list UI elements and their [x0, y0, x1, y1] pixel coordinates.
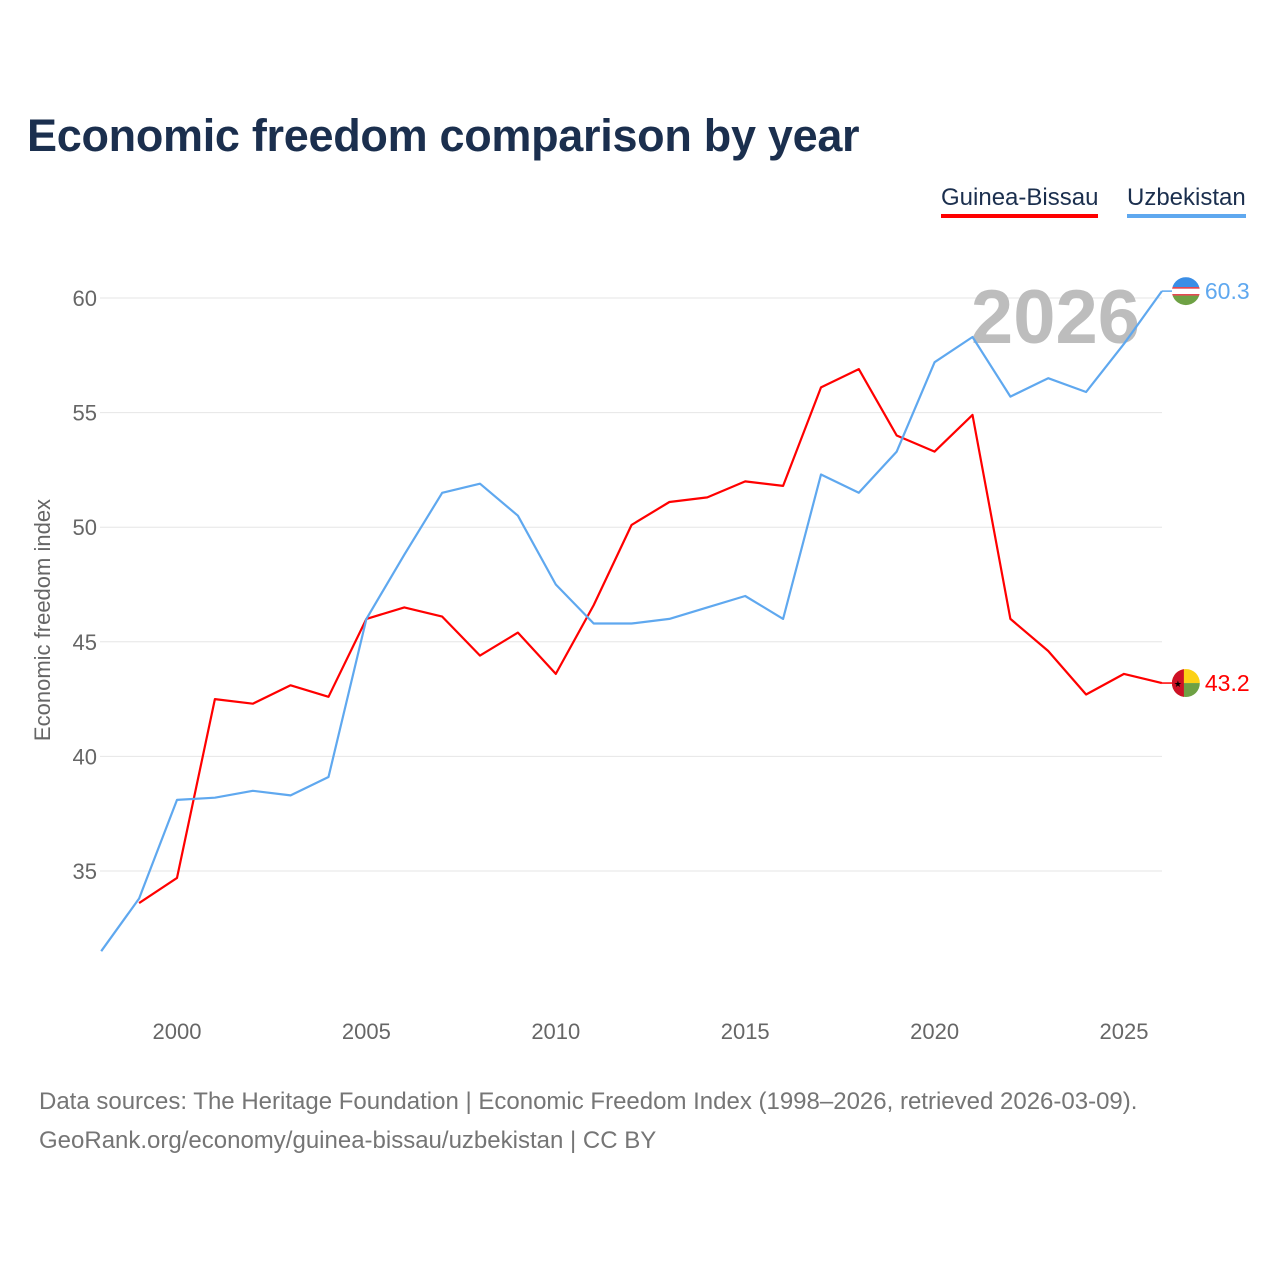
- data-point[interactable]: [967, 410, 977, 420]
- data-point[interactable]: [778, 614, 788, 624]
- uzbekistan-flag-icon: [1171, 277, 1200, 306]
- x-tick-label: 2000: [153, 1019, 202, 1044]
- data-point[interactable]: [816, 469, 826, 479]
- x-tick-label: 2020: [910, 1019, 959, 1044]
- data-point[interactable]: [1081, 690, 1091, 700]
- data-point[interactable]: [664, 614, 674, 624]
- data-point[interactable]: [854, 364, 864, 374]
- data-point[interactable]: [399, 550, 409, 560]
- data-point[interactable]: [589, 600, 599, 610]
- data-point[interactable]: [627, 520, 637, 530]
- data-point[interactable]: [740, 591, 750, 601]
- data-point[interactable]: [589, 618, 599, 628]
- data-point[interactable]: [892, 447, 902, 457]
- data-point[interactable]: [475, 651, 485, 661]
- data-point[interactable]: [437, 612, 447, 622]
- series-line-guinea-bissau: [138, 368, 1163, 905]
- data-point[interactable]: [172, 873, 182, 883]
- data-point[interactable]: [172, 795, 182, 805]
- data-point[interactable]: [967, 332, 977, 342]
- data-point[interactable]: [1005, 614, 1015, 624]
- end-value-label: 60.3: [1205, 278, 1250, 304]
- y-tick-label: 55: [73, 401, 97, 426]
- end-value-label: 43.2: [1205, 670, 1250, 696]
- x-tick-label: 2025: [1100, 1019, 1149, 1044]
- data-point[interactable]: [930, 357, 940, 367]
- footer-url: GeoRank.org/economy/guinea-bissau/uzbeki…: [39, 1127, 657, 1154]
- data-point[interactable]: [702, 492, 712, 502]
- x-tick-label: 2015: [721, 1019, 770, 1044]
- data-point[interactable]: [210, 694, 220, 704]
- data-point[interactable]: [930, 447, 940, 457]
- data-point[interactable]: [361, 614, 371, 624]
- svg-text:★: ★: [1174, 679, 1182, 689]
- data-point[interactable]: [892, 431, 902, 441]
- data-point[interactable]: [96, 946, 106, 956]
- data-point[interactable]: [1081, 387, 1091, 397]
- data-point[interactable]: [210, 793, 220, 803]
- data-point[interactable]: [627, 618, 637, 628]
- data-point[interactable]: [854, 488, 864, 498]
- data-point[interactable]: [1119, 669, 1129, 679]
- data-point[interactable]: [286, 790, 296, 800]
- data-point[interactable]: [248, 699, 258, 709]
- footer-sources: Data sources: The Heritage Foundation | …: [39, 1088, 1138, 1115]
- y-tick-label: 35: [73, 859, 97, 884]
- legend-uzbekistan[interactable]: Uzbekistan: [1127, 184, 1246, 218]
- data-point[interactable]: [1005, 392, 1015, 402]
- data-point[interactable]: [399, 602, 409, 612]
- y-axis-label: Economic freedom index: [30, 499, 55, 741]
- data-point[interactable]: [248, 786, 258, 796]
- data-point[interactable]: [134, 894, 144, 904]
- data-point[interactable]: [1043, 646, 1053, 656]
- chart-title: Economic freedom comparison by year: [27, 110, 860, 161]
- y-tick-label: 40: [73, 744, 97, 769]
- data-point[interactable]: [475, 479, 485, 489]
- data-point[interactable]: [702, 602, 712, 612]
- y-tick-label: 60: [73, 286, 97, 311]
- y-tick-label: 50: [73, 515, 97, 540]
- legend-guinea-bissau[interactable]: Guinea-Bissau: [941, 184, 1099, 218]
- x-tick-label: 2010: [531, 1019, 580, 1044]
- guinea-bissau-flag-icon: ★: [1171, 669, 1200, 698]
- data-point[interactable]: [324, 772, 334, 782]
- data-point[interactable]: [551, 580, 561, 590]
- data-point[interactable]: [551, 669, 561, 679]
- x-tick-label: 2005: [342, 1019, 391, 1044]
- data-point[interactable]: [1043, 373, 1053, 383]
- data-point[interactable]: [816, 382, 826, 392]
- year-watermark: 2026: [971, 275, 1140, 360]
- data-point[interactable]: [437, 488, 447, 498]
- data-point[interactable]: [664, 497, 674, 507]
- data-point[interactable]: [1119, 339, 1129, 349]
- series-line-uzbekistan: [100, 290, 1163, 952]
- data-point[interactable]: [286, 680, 296, 690]
- y-tick-label: 45: [73, 630, 97, 655]
- data-point[interactable]: [740, 476, 750, 486]
- data-point[interactable]: [778, 481, 788, 491]
- data-point[interactable]: [513, 511, 523, 521]
- data-point[interactable]: [324, 692, 334, 702]
- data-point[interactable]: [513, 628, 523, 638]
